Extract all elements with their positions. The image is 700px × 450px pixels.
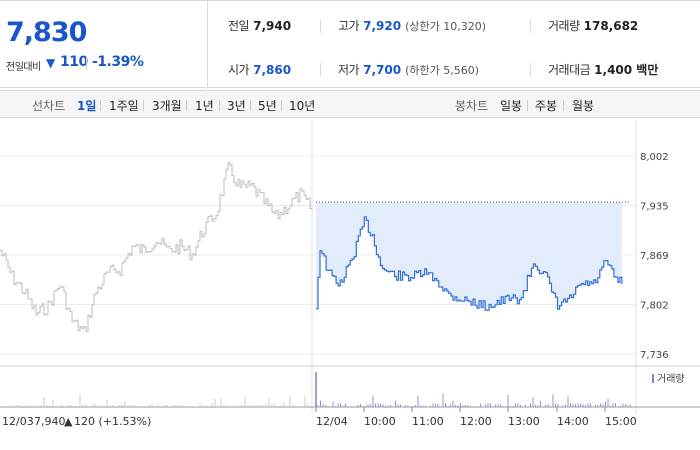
open-label: 시가 (228, 63, 250, 77)
divider (320, 63, 321, 77)
trade-amount: 거래대금 1,400 백만 (548, 61, 658, 78)
period-1w[interactable]: 1주일 (109, 99, 139, 113)
y-tick-label: 7,736 (640, 350, 669, 361)
volume-legend-label: 거래량 (657, 373, 685, 385)
prev-day-price-line (0, 162, 313, 333)
x-tick-label: 14:00 (557, 415, 589, 428)
change-rate: -1.39% (92, 54, 144, 70)
divider (527, 100, 528, 111)
lower-limit: (하한가 5,560) (405, 64, 479, 77)
price-series (0, 162, 630, 333)
period-3y[interactable]: 3년 (227, 99, 246, 113)
divider (281, 100, 282, 111)
open-price: 시가 7,860 (228, 61, 291, 78)
period-10y[interactable]: 10년 (289, 99, 316, 113)
low-label: 저가 (338, 63, 360, 77)
divider (143, 100, 144, 111)
high-value: 7,920 (363, 19, 402, 33)
price-area-fill (316, 202, 622, 311)
x-tick-label: 10:00 (364, 415, 396, 428)
divider (186, 100, 187, 111)
prev-day-close-label: 7,940 (34, 415, 66, 428)
today-price-line (316, 216, 623, 311)
line-chart-label: 선차트 (32, 99, 66, 113)
prev-close-label: 전일 (228, 19, 250, 33)
divider (219, 100, 220, 111)
x-tick-label: 11:00 (412, 415, 444, 428)
period-5y[interactable]: 5년 (258, 99, 277, 113)
x-tick-label: 12/04 (316, 415, 348, 428)
candle-daily[interactable]: 일봉 (500, 99, 523, 113)
volume-legend-swatch (652, 374, 654, 383)
price-summary: 7,830 전일대비 ▼ 110 -1.39% 전일 7,940 고가 7,920(… (0, 0, 700, 89)
up-arrow-icon: ▲ (64, 415, 73, 428)
low-price: 저가 7,700 (하한가 5,560) (338, 61, 479, 78)
prev-day-change-label: 120 (+1.53%) (74, 415, 151, 428)
amount-value: 1,400 백만 (594, 63, 659, 77)
divider (530, 19, 531, 33)
x-tick-label: 12:00 (460, 415, 492, 428)
down-arrow-icon: ▼ (46, 56, 56, 70)
divider (320, 19, 321, 33)
price-chart: 8,002 7,935 7,869 7,802 7,736 거래량 12/03 7,940… (0, 120, 700, 428)
period-3m[interactable]: 3개월 (152, 99, 182, 113)
change-label: 전일대비 (6, 62, 41, 73)
high-label: 고가 (338, 19, 360, 33)
x-tick-label: 15:00 (605, 415, 637, 428)
prev-day-date-label: 12/03 (2, 415, 34, 428)
change-value: 110 (60, 54, 88, 70)
y-tick-label: 7,869 (640, 251, 669, 262)
y-tick-label: 7,802 (640, 301, 669, 312)
high-price: 고가 7,920 (상한가 10,320) (338, 17, 486, 34)
prev-close: 전일 7,940 (228, 17, 291, 34)
x-axis: 12/03 7,940▲ 120 (+1.53%) 12/04 10:00 11:00 12… (2, 407, 637, 428)
candle-monthly[interactable]: 월봉 (572, 99, 595, 113)
current-price-box: 7,830 전일대비 ▼ 110 -1.39% (0, 1, 208, 89)
candle-weekly[interactable]: 주봉 (535, 99, 558, 113)
volume-label: 거래량 (548, 19, 580, 33)
divider (530, 63, 531, 77)
y-tick-label: 7,935 (640, 202, 669, 213)
upper-limit: (상한가 10,320) (405, 20, 486, 33)
prev-close-value: 7,940 (253, 19, 292, 33)
open-value: 7,860 (253, 63, 292, 77)
period-1y[interactable]: 1년 (195, 99, 214, 113)
divider (86, 56, 87, 70)
volume-value: 178,682 (583, 19, 639, 33)
y-tick-label: 8,002 (640, 152, 669, 163)
candle-chart-label: 봉차트 (455, 99, 489, 113)
y-axis-labels: 8,002 7,935 7,869 7,802 7,736 (640, 152, 669, 361)
current-price: 7,830 (6, 17, 87, 48)
divider (100, 100, 101, 111)
volume-bars: 거래량 (1, 372, 685, 407)
amount-label: 거래대금 (548, 63, 591, 77)
x-tick-label: 13:00 (508, 415, 540, 428)
period-1d[interactable]: 1일 (77, 99, 97, 113)
volume: 거래량 178,682 (548, 17, 638, 34)
low-value: 7,700 (363, 63, 402, 77)
divider (250, 100, 251, 111)
divider (563, 100, 564, 111)
chart-toolbar: 선차트 1일 1주일 3개월 1년 3년 5년 10년 봉차트 일봉 주봉 월봉 (0, 90, 700, 118)
